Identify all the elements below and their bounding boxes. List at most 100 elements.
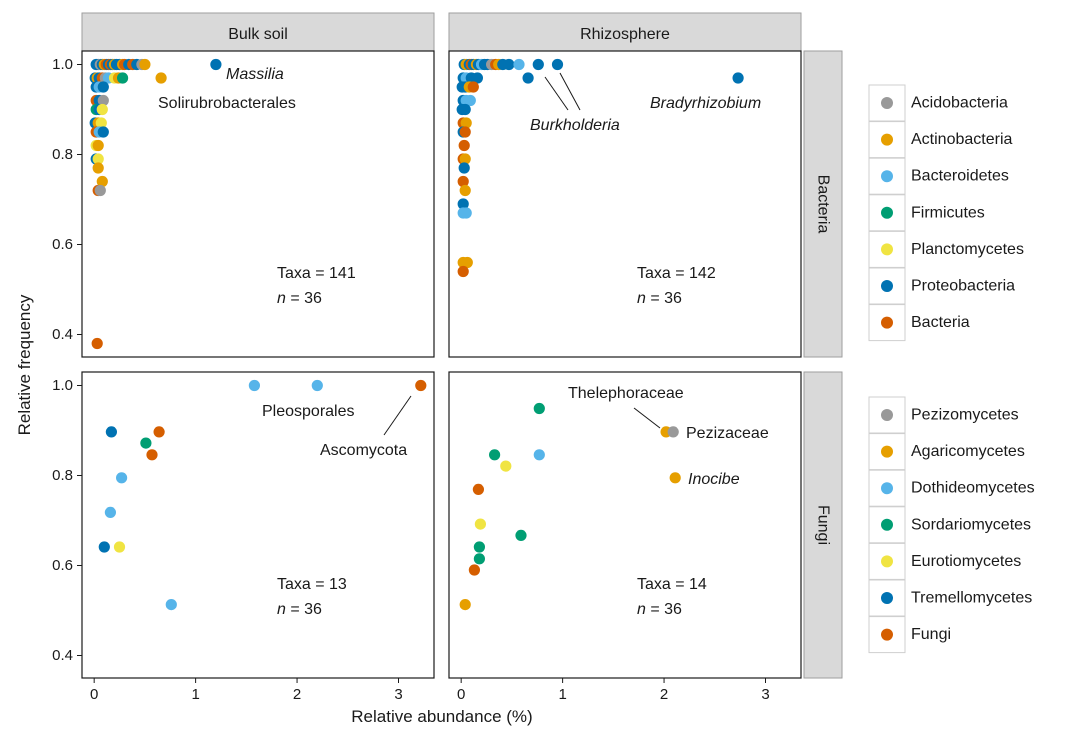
- data-point: [460, 117, 472, 129]
- data-point: [472, 483, 484, 495]
- legend-label: Proteobacteria: [911, 278, 1015, 295]
- legend-label: Sordariomycetes: [911, 516, 1031, 533]
- data-point: [667, 426, 679, 438]
- annotation-label: Ascomycota: [320, 442, 407, 459]
- data-point: [532, 58, 544, 71]
- row-strip-label: Fungi: [815, 505, 832, 545]
- data-point: [153, 426, 165, 438]
- data-point: [515, 529, 527, 542]
- n-label: n = 36: [637, 601, 682, 618]
- legend-label: Eurotiomycetes: [911, 553, 1021, 570]
- x-tick-label: 1: [558, 686, 566, 703]
- data-point: [95, 117, 107, 129]
- legend-key-marker: [881, 482, 893, 495]
- row-strip: [803, 371, 843, 679]
- data-point: [458, 139, 470, 152]
- data-point: [459, 599, 471, 611]
- annotation-label: Burkholderia: [530, 117, 620, 134]
- legend-key-marker: [881, 243, 893, 256]
- row-strip: [803, 50, 843, 358]
- legend-key-marker: [881, 97, 893, 109]
- data-point: [139, 58, 151, 71]
- data-point: [459, 153, 471, 165]
- annotation-leader: [633, 407, 661, 429]
- legend-label: Agaricomycetes: [911, 443, 1025, 460]
- data-point: [522, 72, 534, 84]
- panel-frame: [81, 371, 435, 679]
- y-tick-label: 0.8: [52, 467, 73, 484]
- y-tick-label: 1.0: [52, 377, 73, 394]
- data-point: [97, 126, 109, 138]
- legend-key-marker: [881, 170, 893, 183]
- x-tick-label: 0: [90, 686, 98, 703]
- annotation-label: Thelephoraceae: [568, 385, 684, 402]
- data-point: [459, 126, 471, 138]
- taxa-label: Taxa = 14: [637, 576, 707, 593]
- taxa-label: Taxa = 13: [277, 576, 347, 593]
- data-point: [113, 541, 126, 553]
- legend-label: Actinobacteria: [911, 131, 1012, 148]
- legend-key-marker: [881, 555, 893, 568]
- data-point: [415, 379, 427, 392]
- annotation-label: Massilia: [226, 66, 284, 83]
- panel-frame: [448, 371, 802, 679]
- column-strip: [448, 12, 802, 52]
- data-point: [500, 460, 512, 472]
- x-axis-title: Relative abundance (%): [351, 707, 532, 726]
- data-point: [551, 58, 564, 71]
- row-strip-label: Bacteria: [815, 175, 832, 234]
- data-point: [457, 198, 469, 210]
- data-point: [92, 162, 104, 174]
- data-point: [473, 553, 485, 565]
- data-point: [210, 58, 222, 71]
- legend-label: Firmicutes: [911, 204, 985, 221]
- legend-key-marker: [881, 592, 893, 604]
- data-point: [140, 437, 152, 449]
- data-point: [457, 265, 469, 278]
- data-point: [165, 599, 177, 611]
- data-point: [669, 472, 681, 484]
- legend-label: Pezizomycetes: [911, 407, 1019, 424]
- data-point: [513, 58, 525, 71]
- y-tick-label: 0.4: [52, 326, 73, 343]
- data-point: [98, 541, 110, 553]
- taxa-label: Taxa = 141: [277, 265, 356, 282]
- data-point: [92, 153, 104, 165]
- legend-key-marker: [881, 206, 893, 219]
- annotation-label: Inocibe: [688, 471, 740, 488]
- legend-label: Tremellomycetes: [911, 590, 1032, 607]
- legend-key-marker: [881, 445, 893, 458]
- data-point: [473, 541, 485, 553]
- n-label: n = 36: [277, 290, 322, 307]
- x-tick-label: 1: [191, 686, 199, 703]
- annotation-leader: [544, 76, 569, 111]
- data-point: [459, 184, 471, 197]
- y-tick-label: 1.0: [52, 56, 73, 73]
- legend-key-marker: [881, 280, 893, 292]
- taxa-label: Taxa = 142: [637, 265, 716, 282]
- data-point: [94, 184, 106, 197]
- data-point: [533, 402, 545, 415]
- x-tick-label: 3: [761, 686, 769, 703]
- data-point: [471, 72, 483, 84]
- legend-key-marker: [881, 628, 893, 641]
- y-tick-label: 0.4: [52, 647, 73, 664]
- data-point: [460, 207, 472, 219]
- n-label: n = 36: [277, 601, 322, 618]
- legend-label: Fungi: [911, 626, 951, 643]
- data-point: [458, 162, 470, 174]
- data-point: [503, 58, 515, 71]
- data-point: [146, 449, 158, 461]
- x-tick-label: 3: [394, 686, 402, 703]
- legend-key-marker: [881, 133, 893, 146]
- data-point: [104, 506, 116, 518]
- x-tick-label: 2: [293, 686, 301, 703]
- data-point: [533, 449, 545, 461]
- data-point: [92, 139, 104, 152]
- annotation-label: Bradyrhizobium: [650, 95, 761, 112]
- data-point: [459, 103, 471, 116]
- annotation-leader: [559, 72, 581, 111]
- annotation-label: Pleosporales: [262, 403, 355, 420]
- data-point: [105, 426, 117, 438]
